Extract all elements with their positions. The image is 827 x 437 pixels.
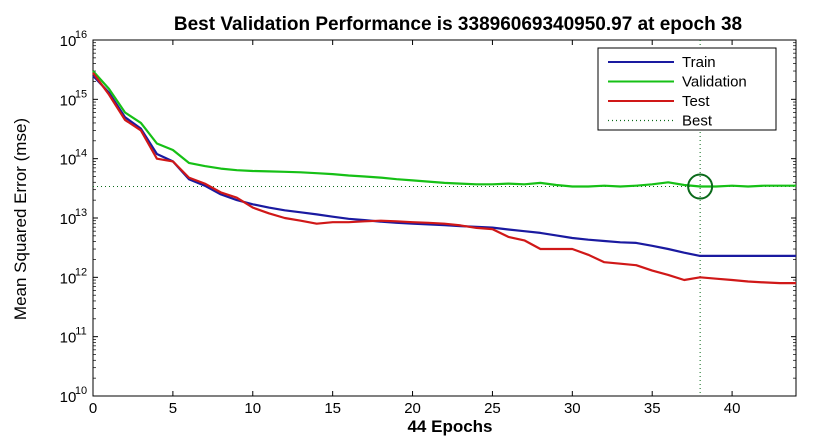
legend-label-validation: Validation: [682, 74, 747, 91]
x-axis-label: 44 Epochs: [407, 417, 492, 436]
legend-label-test: Test: [682, 93, 710, 110]
y-tick-exponent: 13: [75, 207, 87, 219]
legend-label-best: Best: [682, 113, 713, 130]
y-tick-base: 10: [60, 211, 77, 228]
x-tick-label: 15: [324, 400, 341, 417]
x-tick-label: 5: [169, 400, 177, 417]
y-tick-exponent: 10: [75, 385, 87, 397]
legend-label-train: Train: [682, 54, 716, 71]
y-tick-base: 10: [60, 330, 77, 347]
legend: Train Validation Test Best: [597, 47, 777, 131]
y-tick-exponent: 12: [75, 266, 87, 278]
y-tick-exponent: 14: [75, 148, 87, 160]
y-tick-exponent: 11: [75, 326, 86, 338]
chart-title: Best Validation Performance is 338960693…: [174, 14, 742, 35]
y-tick-base: 10: [60, 33, 77, 50]
y-tick-exponent: 16: [75, 29, 87, 41]
y-tick-base: 10: [60, 152, 77, 169]
y-tick-base: 10: [60, 389, 77, 406]
x-tick-label: 25: [484, 400, 501, 417]
plot-layer: 0 5 10 15 20 25 30 35 40101010111012101310141015…: [60, 29, 796, 417]
y-tick-base: 10: [60, 270, 77, 287]
x-tick-label: 35: [644, 400, 661, 417]
x-tick-label: 10: [244, 400, 261, 417]
y-tick-exponent: 15: [75, 88, 87, 100]
x-tick-label: 0: [89, 400, 97, 417]
y-tick-base: 10: [60, 92, 77, 109]
series-line-train: [92, 74, 796, 257]
x-tick-label: 30: [564, 400, 581, 417]
series-line-validation: [92, 70, 796, 188]
x-tick-label: 20: [404, 400, 421, 417]
x-tick-label: 40: [724, 400, 741, 417]
series-line-test: [92, 72, 796, 285]
best-marker-circle: [687, 173, 714, 200]
y-axis-label: Mean Squared Error (mse): [11, 118, 30, 320]
